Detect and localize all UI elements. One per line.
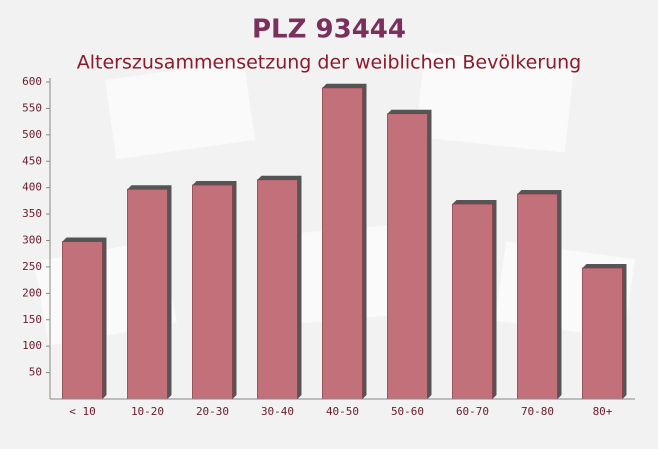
y-tick-label: 50	[29, 366, 42, 379]
chart-subtitle: Alterszusammensetzung der weiblichen Bev…	[77, 52, 581, 74]
chart-title: PLZ 93444	[252, 15, 406, 45]
x-tick-label: 60-70	[456, 405, 489, 418]
x-tick-label: 80+	[593, 405, 613, 418]
bar	[387, 113, 428, 400]
x-tick-label: 30-40	[261, 405, 294, 418]
x-tick-label: < 10	[69, 405, 96, 418]
x-tick-label: 10-20	[131, 405, 164, 418]
x-tick-label: 70-80	[521, 405, 554, 418]
x-tick-label: 50-60	[391, 405, 424, 418]
x-tick-label: 20-30	[196, 405, 229, 418]
bar	[582, 267, 623, 400]
y-tick-label: 500	[22, 128, 42, 141]
bar	[257, 179, 298, 400]
y-tick-label: 400	[22, 181, 42, 194]
bar	[517, 193, 558, 400]
y-tick-label: 350	[22, 207, 42, 220]
y-tick-label: 450	[22, 154, 42, 167]
bar	[127, 188, 168, 400]
x-tick-label: 40-50	[326, 405, 359, 418]
bar	[452, 203, 493, 400]
y-tick-label: 150	[22, 313, 42, 326]
y-tick-label: 300	[22, 234, 42, 247]
bar	[62, 241, 103, 400]
bar	[322, 87, 363, 400]
y-tick-label: 250	[22, 260, 42, 273]
y-tick-label: 100	[22, 339, 42, 352]
bar	[192, 184, 233, 400]
y-tick-label: 200	[22, 286, 42, 299]
y-tick-label: 550	[22, 101, 42, 114]
y-tick-label: 600	[22, 75, 42, 88]
